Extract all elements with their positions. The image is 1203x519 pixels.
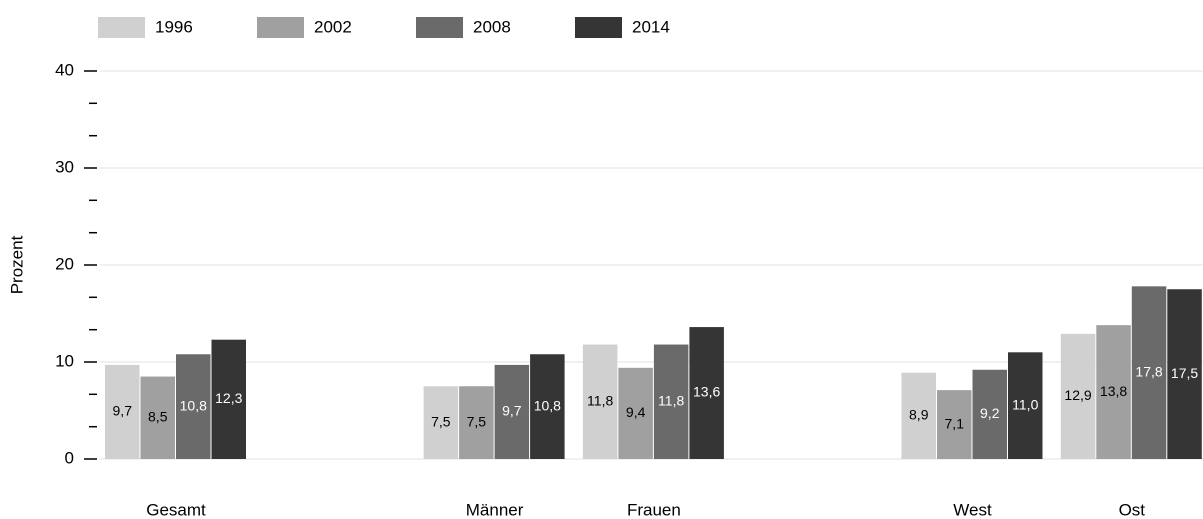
legend-label: 1996 — [155, 17, 193, 36]
value-label: 10,8 — [534, 397, 561, 413]
value-label: 12,9 — [1064, 387, 1091, 403]
legend-swatch — [416, 17, 463, 38]
x-tick-label: Männer — [466, 500, 524, 519]
value-label: 8,9 — [909, 407, 929, 423]
bar — [582, 344, 618, 459]
legend-swatch — [257, 17, 304, 38]
y-tick-label: 10 — [55, 351, 74, 370]
x-tick-label: Frauen — [627, 500, 681, 519]
value-label: 10,8 — [180, 397, 207, 413]
legend-label: 2002 — [314, 17, 352, 36]
bar — [689, 327, 724, 459]
value-label: 17,5 — [1171, 365, 1198, 381]
x-tick-label: Gesamt — [146, 500, 206, 519]
value-label: 11,0 — [1012, 396, 1038, 412]
y-tick-label: 20 — [55, 254, 74, 273]
bar — [618, 367, 653, 459]
value-label: 7,5 — [431, 413, 451, 429]
value-label: 9,2 — [980, 405, 1000, 421]
bar — [937, 390, 972, 459]
value-label: 7,1 — [945, 415, 965, 431]
value-label: 12,3 — [215, 390, 242, 406]
bar — [423, 386, 459, 459]
bar — [1096, 325, 1131, 459]
bar — [494, 364, 530, 459]
value-label: 17,8 — [1135, 363, 1162, 379]
value-label: 13,6 — [693, 384, 720, 400]
value-label: 9,7 — [502, 403, 522, 419]
bar — [1060, 333, 1096, 459]
legend-swatch — [575, 17, 622, 38]
value-label: 9,4 — [626, 404, 646, 420]
bar — [901, 372, 936, 459]
y-axis-label: Prozent — [7, 235, 26, 294]
value-label: 8,5 — [148, 408, 168, 424]
bar — [530, 354, 565, 459]
bar — [1131, 286, 1167, 459]
bar — [105, 364, 140, 459]
bar — [1008, 352, 1043, 459]
bar — [176, 354, 211, 459]
x-tick-label: West — [953, 500, 992, 519]
bar — [140, 376, 175, 459]
bar — [211, 339, 246, 459]
value-label: 7,5 — [467, 413, 487, 429]
value-label: 11,8 — [587, 392, 613, 408]
bar — [1167, 289, 1202, 459]
bar — [459, 386, 494, 459]
bar — [653, 344, 689, 459]
legend-label: 2014 — [632, 17, 670, 36]
bar — [972, 369, 1007, 459]
value-label: 9,7 — [113, 403, 133, 419]
value-label: 13,8 — [1100, 383, 1127, 399]
legend-swatch — [98, 17, 145, 38]
value-label: 11,8 — [658, 392, 684, 408]
x-tick-label: Ost — [1119, 500, 1146, 519]
legend-label: 2008 — [473, 17, 511, 36]
y-tick-label: 40 — [55, 60, 74, 79]
y-tick-label: 30 — [55, 157, 74, 176]
y-tick-label: 0 — [65, 448, 74, 467]
